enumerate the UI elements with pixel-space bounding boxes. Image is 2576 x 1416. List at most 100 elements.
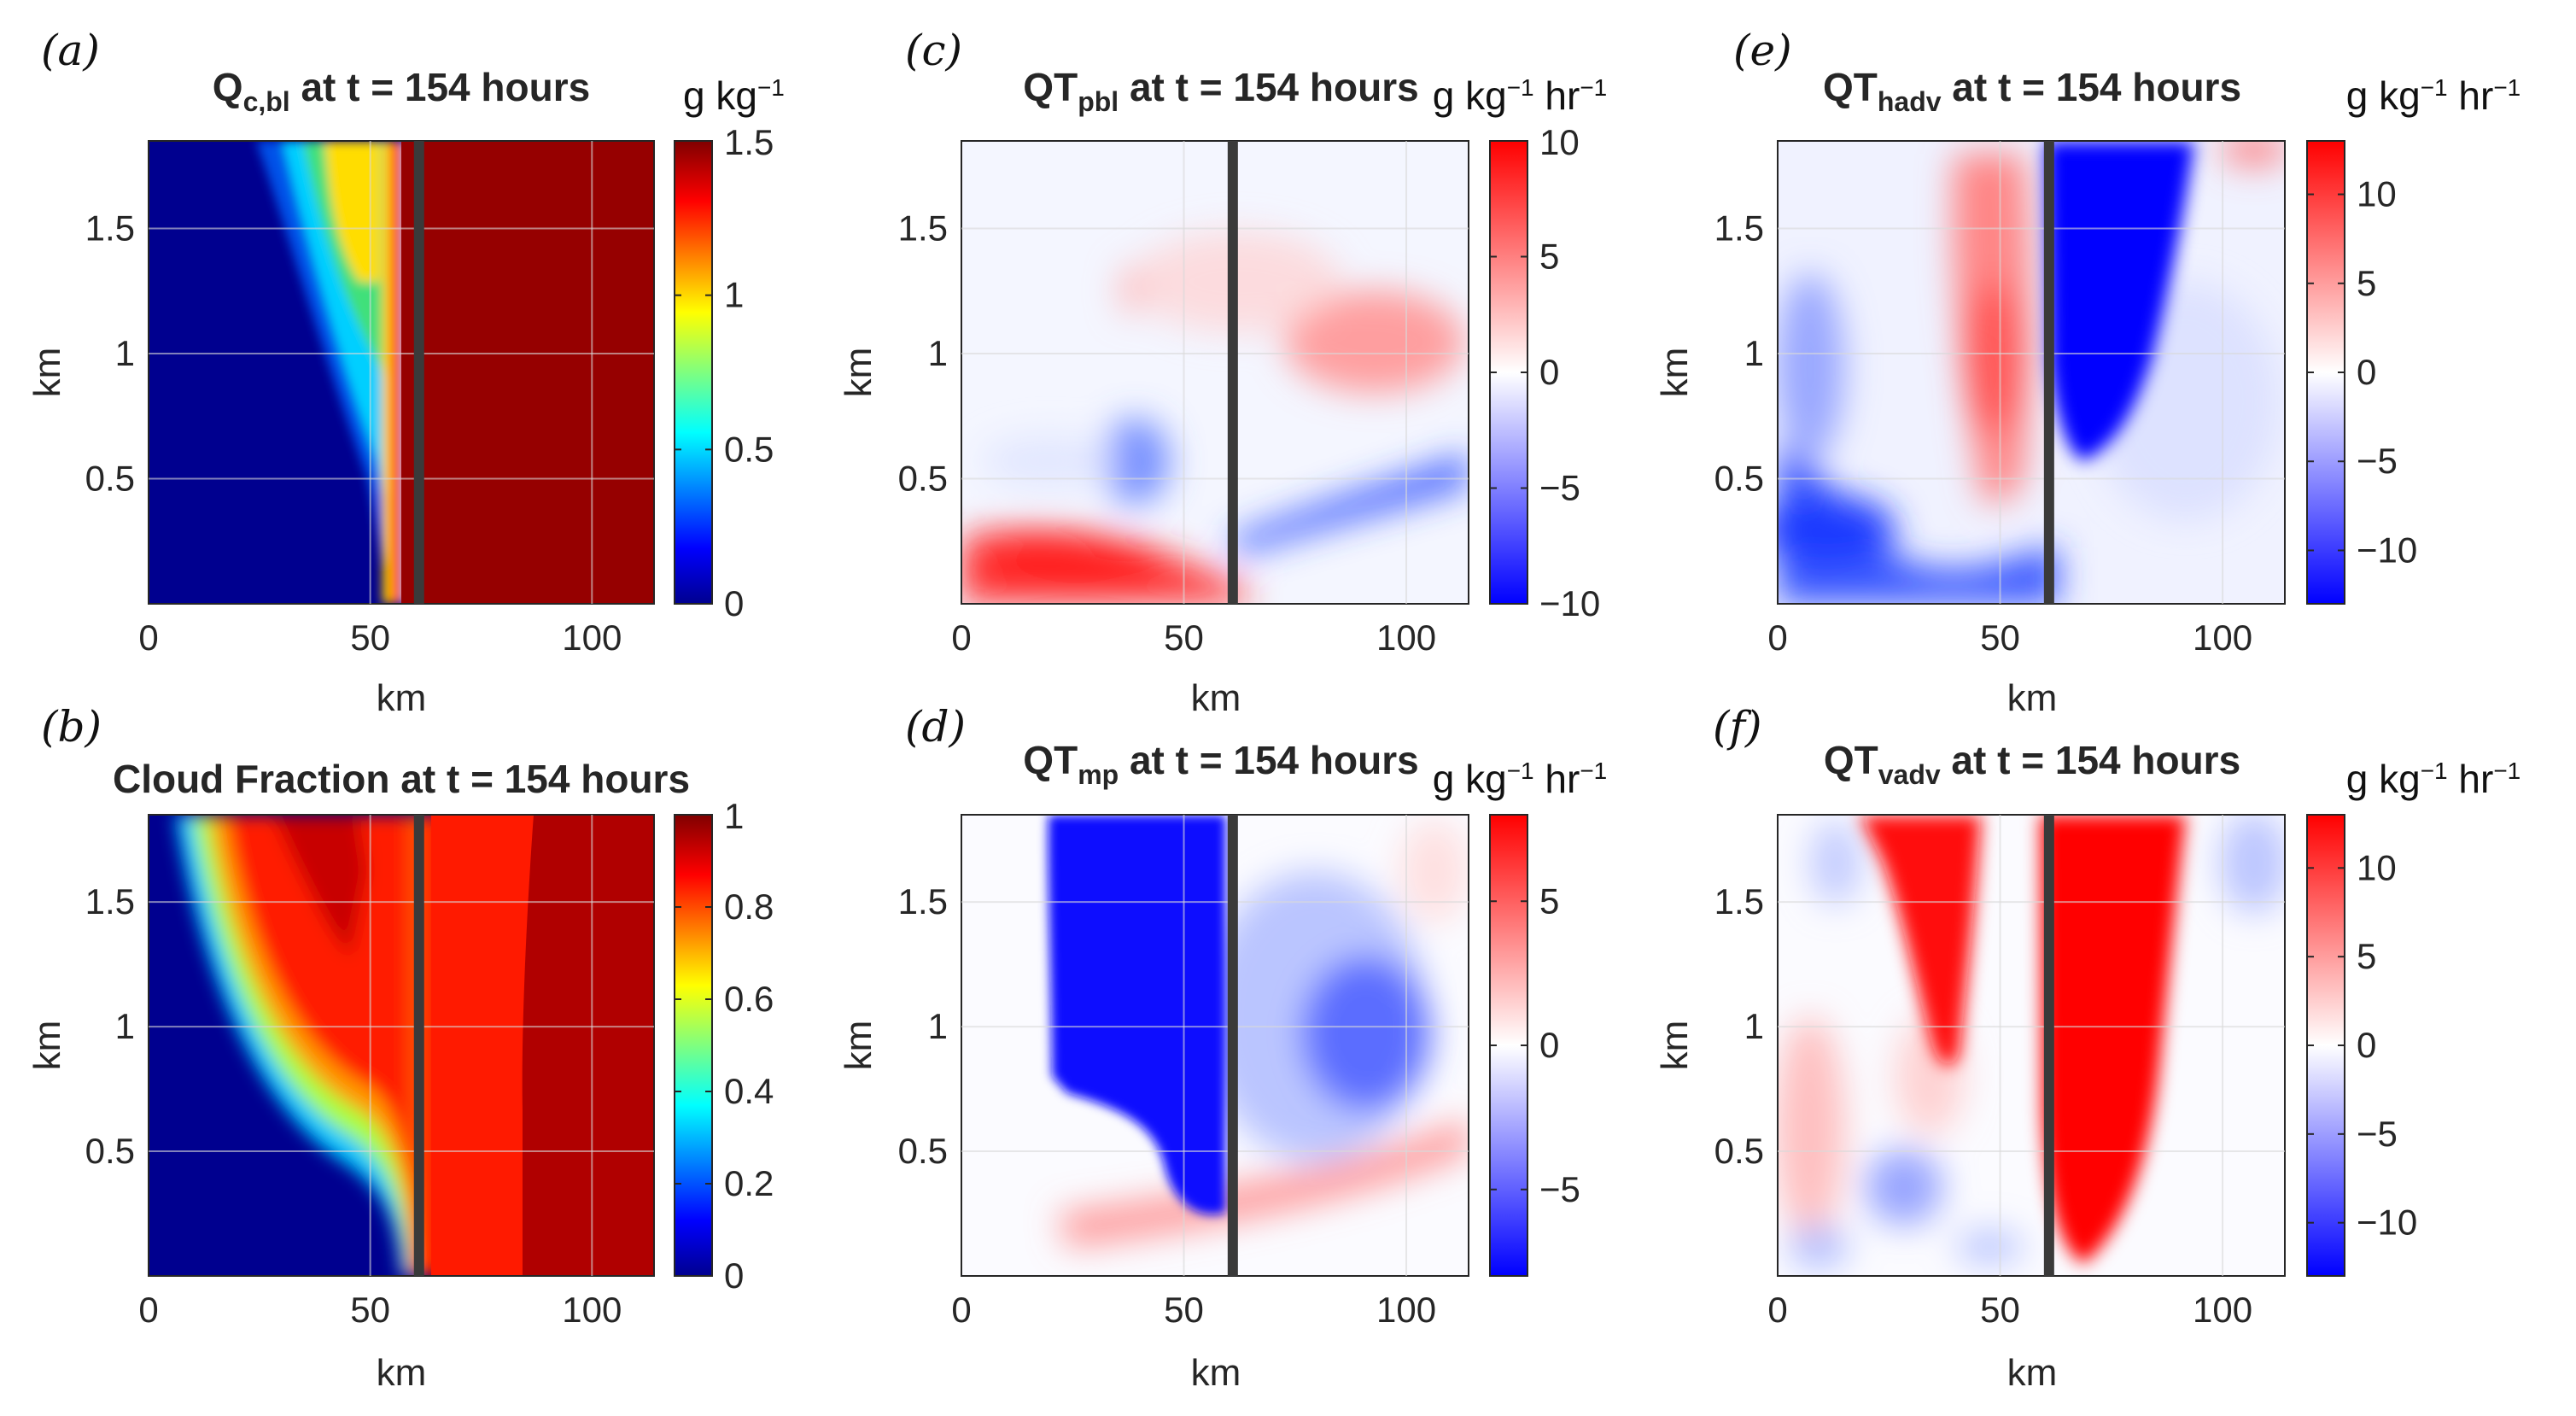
x-axis-label: km	[1191, 677, 1241, 719]
y-tick-label: 1.5	[1714, 881, 1764, 922]
colorbar-tick-label: 5	[2357, 936, 2376, 976]
y-tick-label: 1.5	[85, 881, 135, 922]
y-tick-labels: 0.5 1 1.5	[85, 881, 135, 1171]
y-tick-label: 1.5	[898, 881, 948, 922]
x-axis-label: km	[377, 1352, 427, 1394]
panel-title: Cloud Fraction at t = 154 hours	[113, 757, 690, 801]
x-tick-label: 100	[1376, 1290, 1436, 1330]
panel-c: (c) QTpbl at t = 154 hours 0.511.5 0 50 10…	[838, 26, 1607, 719]
colorbar-unit: g kg−1 hr−1	[1433, 757, 1608, 801]
panel-title: QThadv at t = 154 hours	[1823, 65, 2241, 117]
y-tick-label: 1.5	[85, 208, 135, 249]
colorbar-tick-label: −10	[1539, 583, 1600, 623]
colorbar-tick-label: 10	[2357, 174, 2397, 214]
y-tick-label: 1	[928, 333, 948, 373]
grid-lines	[149, 815, 654, 1276]
x-tick-label: 100	[562, 1290, 622, 1330]
x-axis-label: km	[377, 677, 427, 719]
panel-a: (a) Qc,bl at t = 154 hours 0.511.5 0 50 10…	[26, 26, 785, 719]
heatmap-field	[1778, 141, 2285, 604]
colorbar-tick-label: 10	[2357, 847, 2397, 887]
x-axis-label: km	[1191, 1352, 1241, 1394]
x-tick-label: 0	[951, 617, 971, 658]
y-tick-label: 0.5	[898, 459, 948, 499]
x-tick-label: 50	[350, 1290, 390, 1330]
plot-frame	[148, 140, 655, 605]
plot-frame	[148, 814, 655, 1277]
colorbar-tick-labels: −10 −5 0 5 10	[2307, 847, 2417, 1243]
colorbar-tick-label: 1	[724, 275, 744, 315]
y-tick-label: 0.5	[85, 459, 135, 499]
panel-title: QTmp at t = 154 hours	[1023, 738, 1418, 790]
colorbar-unit: g kg−1 hr−1	[2346, 757, 2521, 801]
colorbar-unit: g kg−1 hr−1	[1433, 73, 1608, 118]
x-tick-labels: 0 50 100	[138, 1290, 622, 1330]
y-tick-label: 1	[115, 1006, 135, 1046]
x-axis-label: km	[2007, 1352, 2058, 1394]
y-axis-label: km	[1654, 348, 1696, 398]
y-axis-label: km	[26, 1021, 68, 1071]
colorbar-tick-label: 1	[724, 796, 744, 836]
heatmap-field	[961, 815, 1469, 1276]
x-tick-labels: 0 50 100	[951, 1290, 1436, 1330]
x-tick-label: 50	[1164, 617, 1204, 658]
x-tick-label: 50	[1980, 617, 2020, 658]
colorbar-tick-label: 5	[2357, 263, 2376, 303]
panel-title: QTvadv at t = 154 hours	[1824, 738, 2240, 790]
y-tick-label: 0.5	[1714, 459, 1764, 499]
panel-d: (d) QTmp at t = 154 hours 0.511.5 0 50 100…	[838, 702, 1607, 1394]
heatmap-field	[149, 141, 654, 604]
plot-frame	[1777, 140, 2286, 605]
x-tick-label: 0	[138, 617, 158, 658]
panel-e: (e) QThadv at t = 154 hours 0.511.5 0 50 1…	[1654, 26, 2521, 719]
x-tick-labels: 0 50 100	[1767, 1290, 2252, 1330]
x-tick-label: 100	[562, 617, 622, 658]
y-tick-labels: 0.5 1 1.5	[898, 881, 948, 1171]
grid-lines	[149, 141, 654, 604]
colorbar-tick-label: 0.6	[724, 979, 774, 1019]
colorbar-tick-label: −5	[1539, 468, 1580, 508]
grid-lines	[961, 141, 1469, 604]
grid-lines	[961, 815, 1469, 1276]
colorbar-tick-labels: −10 −5 0 5 10	[2307, 174, 2417, 570]
panel-title: QTpbl at t = 154 hours	[1023, 65, 1418, 117]
y-tick-label: 0.5	[1714, 1131, 1764, 1171]
x-tick-labels: 0 50 100	[1767, 617, 2252, 658]
y-tick-label: 1	[1744, 333, 1764, 373]
panel-letter: (f)	[1713, 702, 1762, 752]
colorbar-tick-label: 0	[2357, 352, 2376, 392]
colorbar-tick-label: −5	[2357, 441, 2398, 481]
y-axis-label: km	[838, 348, 879, 398]
colorbar-tick-label: −5	[1539, 1169, 1580, 1209]
panel-letter: (a)	[41, 26, 100, 75]
heatmap-field	[961, 141, 1469, 604]
colorbar-tick-label: −10	[2357, 530, 2417, 570]
panel-b: (b) Cloud Fraction at t = 154 hours 0.5 1…	[26, 702, 774, 1394]
y-tick-labels: 0.5 1 1.5	[85, 208, 135, 499]
x-tick-labels: 0 50 100	[138, 617, 622, 658]
x-tick-label: 50	[350, 617, 390, 658]
colorbar-tick-label: 0.5	[724, 429, 774, 469]
y-axis-label: km	[838, 1021, 879, 1071]
panel-letter: (e)	[1733, 26, 1792, 75]
y-tick-label: 1	[928, 1006, 948, 1046]
grid-lines	[1778, 815, 2285, 1276]
y-tick-labels: 0.5 1 1.5	[1714, 208, 1764, 499]
colorbar-unit: g kg−1	[683, 73, 785, 118]
y-axis-label: km	[1654, 1021, 1696, 1071]
x-tick-label: 100	[2193, 617, 2252, 658]
plot-frame	[961, 140, 1469, 605]
x-tick-label: 100	[2193, 1290, 2252, 1330]
colorbar-tick-label: 5	[1539, 881, 1559, 921]
colorbar-tick-label: 0.8	[724, 886, 774, 927]
heatmap-field	[1778, 815, 2285, 1276]
panel-letter: (d)	[905, 702, 966, 752]
panel-letter: (c)	[905, 26, 962, 75]
colorbar-tick-label: 10	[1539, 122, 1580, 162]
y-tick-label: 0.5	[85, 1131, 135, 1171]
colorbar-tick-label: 5	[1539, 237, 1559, 277]
x-tick-label: 50	[1164, 1290, 1204, 1330]
colorbar-tick-labels: −5 0 5	[1490, 881, 1580, 1209]
y-tick-label: 1	[115, 333, 135, 373]
panel-f: (f) QTvadv at t = 154 hours 0.511.5 0 50 1…	[1654, 702, 2521, 1394]
